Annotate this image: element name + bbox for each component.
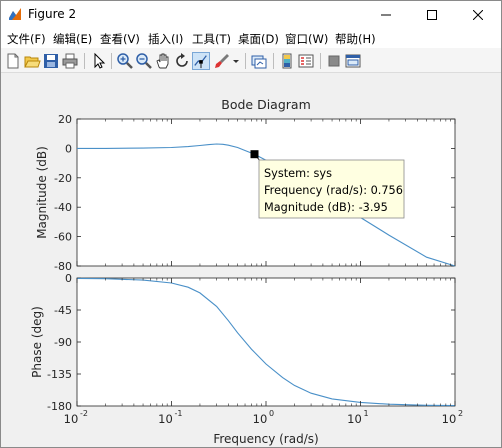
y-tick-label: -45 bbox=[54, 304, 72, 317]
menu-bar: 文件(F) 编辑(E) 查看(V) 插入(I) 工具(T) 桌面(D) 窗口(W… bbox=[1, 28, 501, 48]
y-tick-label: -180 bbox=[47, 400, 72, 413]
x-tick-exponent: -2 bbox=[80, 409, 88, 418]
insert-colorbar-icon[interactable] bbox=[278, 52, 296, 70]
pan-hand-icon[interactable] bbox=[154, 52, 172, 70]
toolbar-separator bbox=[84, 53, 85, 69]
menu-window[interactable]: 窗口(W) bbox=[285, 32, 329, 46]
data-tip-box[interactable] bbox=[258, 159, 405, 219]
bode-diagram-chart[interactable]: Bode Diagram 200-20-40-60-80 Magnitude (… bbox=[1, 74, 501, 448]
data-tip-frequency: Frequency (rad/s): 0.756 bbox=[264, 184, 403, 197]
open-file-icon[interactable] bbox=[23, 52, 41, 70]
hide-plot-tools-icon[interactable] bbox=[325, 52, 343, 70]
save-icon[interactable] bbox=[42, 52, 60, 70]
x-tick-label: 10 bbox=[442, 412, 457, 426]
rotate-3d-icon[interactable] bbox=[173, 52, 191, 70]
title-bar: Figure 2 bbox=[1, 1, 501, 28]
maximize-icon bbox=[427, 9, 437, 20]
matlab-figure-icon bbox=[9, 8, 21, 20]
link-plot-icon[interactable] bbox=[250, 52, 268, 70]
data-tip[interactable]: System: sys Frequency (rad/s): 0.756 Mag… bbox=[250, 150, 405, 219]
toolbar-separator bbox=[320, 53, 321, 69]
zoom-in-icon[interactable] bbox=[116, 52, 134, 70]
toolbar-separator bbox=[245, 53, 246, 69]
figure-toolbar bbox=[1, 48, 501, 73]
phase-ylabel: Phase (deg) bbox=[30, 306, 44, 378]
show-plot-tools-icon[interactable] bbox=[344, 52, 362, 70]
window-title: Figure 2 bbox=[28, 7, 77, 21]
menu-tools[interactable]: 工具(T) bbox=[192, 32, 231, 46]
x-tick-exponent: 1 bbox=[364, 409, 369, 418]
minimize-icon bbox=[381, 14, 391, 15]
y-tick-label: -60 bbox=[54, 231, 72, 244]
y-tick-label: -20 bbox=[54, 172, 72, 185]
edit-plot-arrow-icon[interactable] bbox=[90, 52, 108, 70]
x-tick-exponent: 0 bbox=[269, 409, 274, 418]
y-tick-label: -90 bbox=[54, 336, 72, 349]
insert-legend-icon[interactable] bbox=[297, 52, 315, 70]
data-tip-magnitude: Magnitude (dB): -3.95 bbox=[264, 201, 388, 214]
menu-file[interactable]: 文件(F) bbox=[7, 32, 46, 46]
menu-insert[interactable]: 插入(I) bbox=[148, 32, 184, 46]
data-tip-system: System: sys bbox=[264, 167, 332, 180]
chart-title: Bode Diagram bbox=[221, 97, 311, 112]
phase-axes[interactable] bbox=[76, 277, 456, 407]
brush-icon[interactable] bbox=[213, 52, 231, 70]
x-tick-label: 10 bbox=[158, 412, 173, 426]
data-tip-marker[interactable] bbox=[250, 150, 259, 159]
x-tick-exponent: -1 bbox=[175, 409, 183, 418]
y-tick-label: -80 bbox=[54, 260, 72, 273]
y-tick-label: -40 bbox=[54, 201, 72, 214]
menu-desktop[interactable]: 桌面(D) bbox=[238, 32, 279, 46]
menu-view[interactable]: 查看(V) bbox=[100, 32, 140, 46]
menu-edit[interactable]: 编辑(E) bbox=[53, 32, 93, 46]
x-tick-exponent: 2 bbox=[458, 409, 463, 418]
figure-canvas: Bode Diagram 20 0 -20 -40 -60 -80 Magnitude (… bbox=[1, 74, 501, 448]
zoom-out-icon[interactable] bbox=[135, 52, 153, 70]
menu-help[interactable]: 帮助(H) bbox=[335, 32, 376, 46]
y-tick-label: -135 bbox=[47, 368, 72, 381]
toolbar-separator bbox=[111, 53, 112, 69]
data-cursor-icon[interactable] bbox=[192, 52, 210, 70]
x-tick-label: 10 bbox=[347, 412, 362, 426]
y-tick-label: 0 bbox=[65, 142, 72, 155]
close-icon bbox=[473, 9, 483, 20]
chevron-down-icon[interactable] bbox=[232, 52, 240, 70]
minimize-button[interactable] bbox=[363, 1, 409, 28]
x-axis-label: Frequency (rad/s) bbox=[213, 432, 318, 446]
new-figure-icon[interactable] bbox=[4, 52, 22, 70]
x-tick-label: 10 bbox=[253, 412, 268, 426]
x-tick-label: 10 bbox=[64, 412, 79, 426]
maximize-button[interactable] bbox=[409, 1, 455, 28]
y-tick-label: 20 bbox=[58, 113, 72, 126]
close-button[interactable] bbox=[455, 1, 501, 28]
toolbar-separator bbox=[273, 53, 274, 69]
magnitude-ylabel: Magnitude (dB) bbox=[35, 146, 49, 239]
print-icon[interactable] bbox=[61, 52, 79, 70]
y-tick-label: 0 bbox=[65, 272, 72, 285]
